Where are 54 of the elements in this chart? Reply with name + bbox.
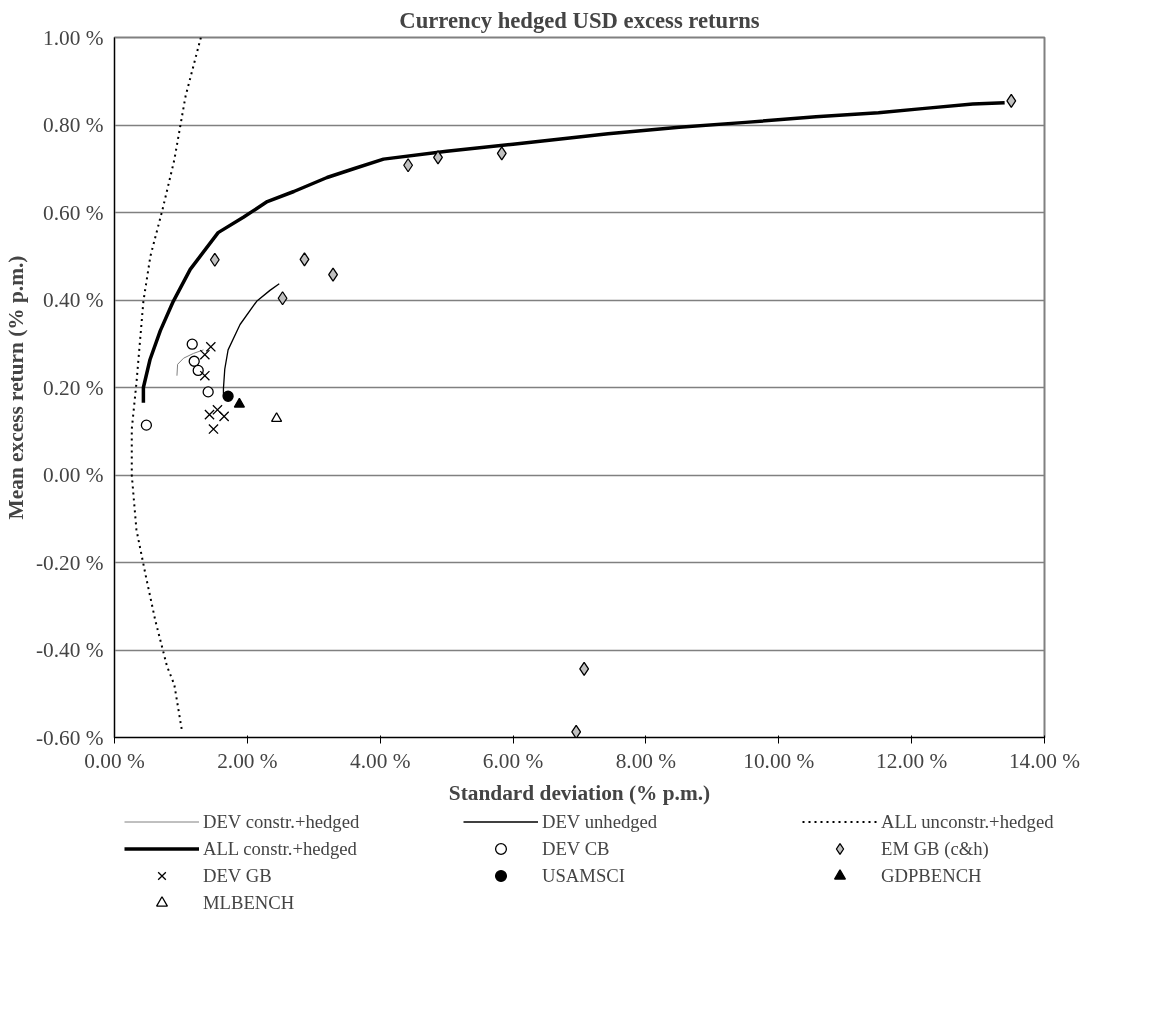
point — [212, 404, 223, 416]
legend-label: GDPBENCH — [881, 864, 983, 887]
x-tick-label: 12.00 % — [876, 748, 948, 773]
point — [222, 390, 234, 402]
point — [579, 661, 590, 676]
x-tick-label: 4.00 % — [350, 748, 411, 773]
legend-label: DEV GB — [203, 864, 273, 887]
legend-label: EM GB (c&h) — [881, 837, 990, 860]
y-tick-label: -0.20 % — [35, 550, 104, 575]
point — [186, 338, 198, 350]
x-tick-label: 6.00 % — [482, 748, 544, 773]
y-tick-label: 0.00 % — [43, 463, 104, 487]
point — [403, 158, 414, 173]
x-tick-label: 8.00 % — [615, 748, 677, 773]
point — [328, 267, 339, 282]
legend-label: DEV CB — [542, 837, 611, 860]
y-tick-label: 0.40 % — [43, 288, 104, 312]
point — [218, 411, 230, 422]
point — [140, 419, 153, 431]
legend-label: ALL unconstr.+hedged — [881, 810, 1055, 833]
x-axis-title: Standard deviation (% p.m.) — [448, 780, 711, 805]
point — [188, 355, 200, 367]
y-tick-label: 0.60 % — [43, 200, 104, 225]
legend-label: USAMSCI — [542, 864, 626, 887]
point — [205, 341, 217, 353]
legend-label: ALL constr.+hedged — [203, 837, 358, 860]
x-tick-label: 14.00 % — [1008, 748, 1081, 773]
x-tick-label: 10.00 % — [743, 748, 815, 773]
y-tick-label: -0.40 % — [35, 638, 104, 662]
y-tick-label: 0.80 % — [43, 113, 104, 137]
y-axis-title: Mean excess return (% p.m.) — [3, 255, 28, 520]
point — [277, 291, 288, 306]
point — [204, 409, 215, 420]
legend-label: MLBENCH — [203, 891, 296, 914]
point — [199, 349, 211, 360]
y-tick-label: 0.20 % — [43, 375, 104, 400]
chart-title: Currency hedged USD excess returns — [399, 7, 760, 33]
point — [199, 370, 211, 381]
point — [496, 146, 507, 161]
point — [202, 386, 214, 398]
point — [233, 397, 246, 408]
legend-label: DEV unhedged — [542, 810, 659, 833]
x-tick-label: 2.00 % — [217, 748, 278, 773]
point — [208, 423, 219, 435]
point — [571, 724, 582, 738]
y-tick-label: -0.60 % — [35, 725, 104, 750]
point — [270, 412, 283, 423]
legend-label: DEV constr.+hedged — [203, 810, 361, 833]
point — [299, 252, 310, 267]
x-tick-label: 0.00 % — [84, 748, 145, 773]
line-series — [176, 349, 205, 377]
y-tick-label: 1.00 % — [43, 25, 104, 50]
point — [192, 364, 204, 377]
point — [209, 252, 220, 267]
